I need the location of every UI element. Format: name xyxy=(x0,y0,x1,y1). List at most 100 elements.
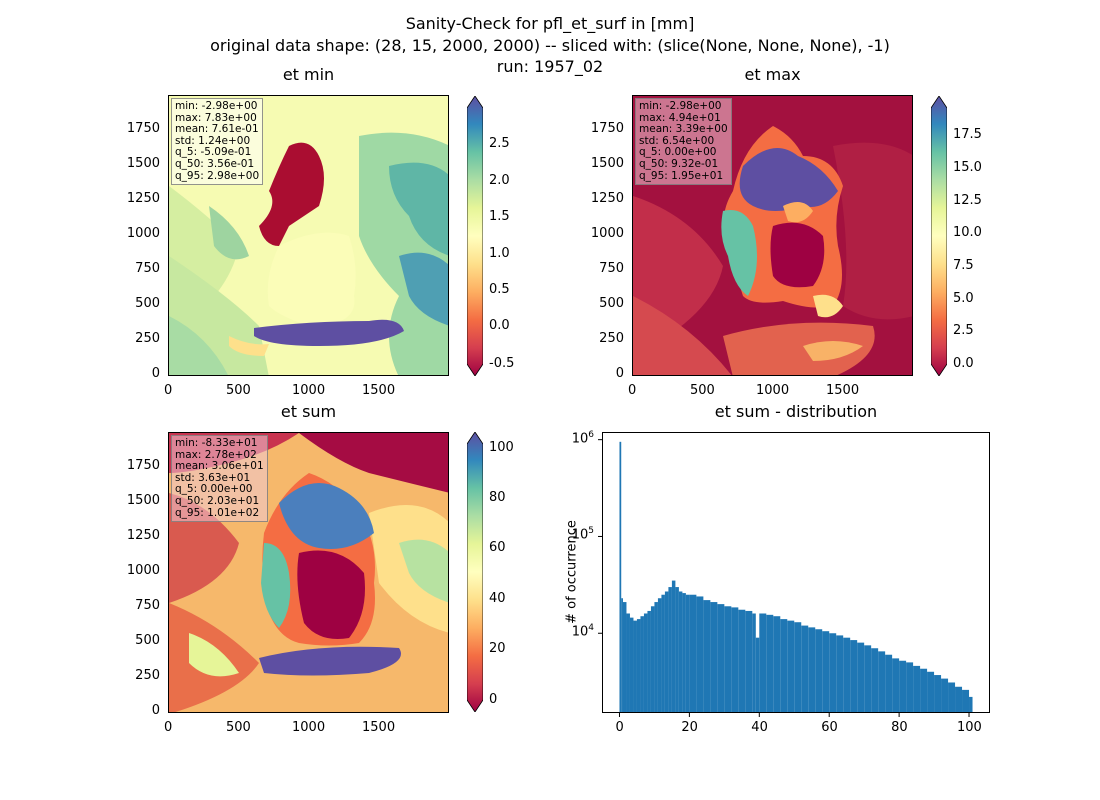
stat-line: max: 2.78e+02 xyxy=(175,448,257,461)
stat-line: mean: 3.06e+01 xyxy=(175,460,264,473)
histogram-bars xyxy=(619,441,973,713)
stat-line: q_50: 9.32e-01 xyxy=(639,157,719,170)
cbar-tick-label: 80 xyxy=(489,490,506,505)
cbar-tick-label: 1.5 xyxy=(489,209,510,224)
y-tick-label: 1750 xyxy=(126,121,160,136)
histogram-bar xyxy=(906,662,914,713)
y-tick-label: 1500 xyxy=(126,493,160,508)
cbar-tick-label: 12.5 xyxy=(953,193,982,208)
histogram-bar xyxy=(647,610,651,713)
stat-line: std: 1.24e+00 xyxy=(175,134,251,147)
y-tick-label: 250 xyxy=(135,331,160,346)
panel-title: et max xyxy=(744,65,801,84)
y-tick-label: 1250 xyxy=(126,191,160,206)
stat-line: q_95: 1.95e+01 xyxy=(639,169,724,182)
cbar-tick-label: 40 xyxy=(489,591,506,606)
colorbar-et-min: -0.5 0.0 0.5 1.0 1.5 2.0 2.5 xyxy=(466,95,514,377)
cbar-tick-label: 1.0 xyxy=(489,246,510,261)
colorbar-gradient xyxy=(466,95,484,377)
histogram-bar xyxy=(822,631,830,713)
x-tick-label: 40 xyxy=(751,720,768,735)
stat-line: min: -2.98e+00 xyxy=(175,100,258,112)
cbar-tick-label: 0.0 xyxy=(489,318,510,333)
histogram-bar xyxy=(710,602,718,713)
y-tick-label: 750 xyxy=(599,261,624,276)
histogram-bar xyxy=(885,654,893,713)
histogram-bar xyxy=(643,613,648,713)
x-tick-label: 0 xyxy=(615,720,624,735)
map-et-min: min: -2.98e+00 max: 7.83e+00 mean: 7.61e… xyxy=(168,95,449,376)
histogram-bar xyxy=(633,620,637,713)
histogram-bar xyxy=(731,607,739,713)
stat-line: min: -8.33e+01 xyxy=(175,437,258,449)
map-et-sum: min: -8.33e+01 max: 2.78e+02 mean: 3.06e… xyxy=(168,432,449,713)
histogram-bar xyxy=(759,613,767,713)
x-tick-label: 100 xyxy=(957,720,982,735)
stat-line: std: 6.54e+00 xyxy=(639,134,715,147)
colorbar-gradient xyxy=(930,95,948,377)
x-tick-label: 0 xyxy=(628,383,637,398)
histogram-bar xyxy=(682,593,686,713)
y-tick-label: 1000 xyxy=(126,226,160,241)
cbar-tick-label: 2.5 xyxy=(489,136,510,151)
histogram-bar xyxy=(794,622,802,713)
histogram-bar xyxy=(955,686,963,713)
x-tick-label: 1000 xyxy=(756,383,790,398)
histogram-bar xyxy=(689,594,697,713)
stats-box: min: -8.33e+01 max: 2.78e+02 mean: 3.06e… xyxy=(171,435,268,523)
x-tick-label: 500 xyxy=(690,383,715,398)
stats-box: min: -2.98e+00 max: 4.94e+01 mean: 3.39e… xyxy=(635,98,732,186)
x-tick-label: 20 xyxy=(681,720,698,735)
histogram-bar xyxy=(752,613,756,713)
histogram-bar xyxy=(738,609,746,713)
figure-title-line1: Sanity-Check for pfl_et_surf in [mm] xyxy=(405,14,695,33)
y-tick-label: 1000 xyxy=(126,563,160,578)
histogram-bar xyxy=(864,645,872,713)
stat-line: mean: 3.39e+00 xyxy=(639,123,728,136)
stat-line: q_95: 2.98e+00 xyxy=(175,169,260,182)
histogram-bar xyxy=(969,696,973,713)
histogram-bar xyxy=(899,660,907,713)
histogram-bar xyxy=(640,616,644,713)
histogram-bar xyxy=(724,606,732,713)
panel-title: et sum xyxy=(280,402,337,421)
stat-line: q_50: 3.56e-01 xyxy=(175,157,255,170)
histogram-bar xyxy=(843,637,851,713)
y-tick-label: 105 xyxy=(571,526,594,543)
x-tick-label: 500 xyxy=(226,383,251,398)
colorbar-gradient xyxy=(466,431,484,713)
cbar-tick-label: 7.5 xyxy=(953,258,974,273)
histogram-chart xyxy=(598,432,990,717)
histogram-bar xyxy=(661,594,665,713)
histogram-bar xyxy=(622,602,627,713)
cbar-tick-label: 20 xyxy=(489,641,506,656)
histogram-bar xyxy=(878,651,886,713)
y-tick-label: 1500 xyxy=(590,156,624,171)
stat-line: mean: 7.61e-01 xyxy=(175,123,259,136)
histogram-bar xyxy=(650,606,655,713)
panel-et-max: et max min: -2.98e+00 max: 4.94e+01 mean… xyxy=(591,65,913,398)
stat-line: q_95: 1.01e+02 xyxy=(175,506,260,519)
map-image xyxy=(169,96,448,375)
panel-et-min: et min min: -2.98e+00 max: 7.83e+00 mean… xyxy=(127,65,449,398)
histogram-bar xyxy=(626,613,630,713)
histogram-bar xyxy=(773,616,781,713)
x-tick-label: 1500 xyxy=(826,383,860,398)
y-tick-label: 1000 xyxy=(590,226,624,241)
y-tick-label: 750 xyxy=(135,261,160,276)
y-tick-label: 1500 xyxy=(126,156,160,171)
histogram-bar xyxy=(685,594,690,713)
y-tick-label: 104 xyxy=(571,623,594,640)
histogram-bar xyxy=(801,625,809,713)
histogram-bar xyxy=(962,689,970,713)
histogram-bar xyxy=(787,620,795,713)
colorbar-et-sum: 0 20 40 60 80 100 xyxy=(466,431,514,713)
histogram-bar xyxy=(780,619,788,713)
histogram-bar xyxy=(927,671,935,713)
stat-line: max: 4.94e+01 xyxy=(639,111,721,124)
x-tick-label: 80 xyxy=(891,720,908,735)
histogram-bar xyxy=(668,587,672,713)
figure-title-line3: run: 1957_02 xyxy=(496,57,604,76)
histogram-bar xyxy=(815,629,823,713)
x-tick-label: 500 xyxy=(226,720,251,735)
